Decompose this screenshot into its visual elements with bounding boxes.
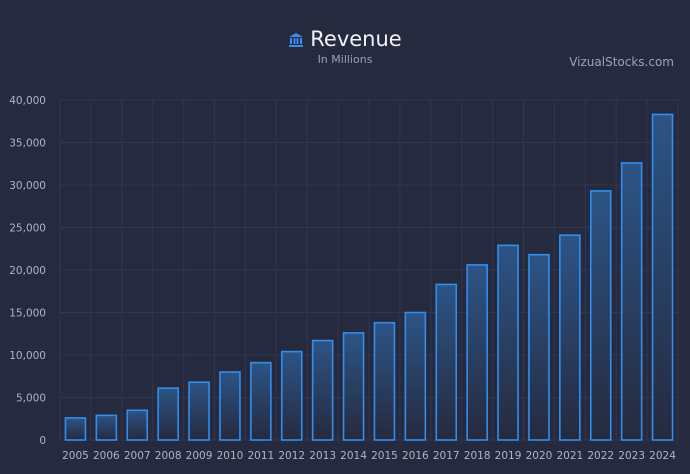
bar-2014 bbox=[342, 332, 365, 441]
bars bbox=[64, 113, 674, 441]
x-tick-label: 2012 bbox=[278, 450, 305, 462]
x-tick-label: 2008 bbox=[155, 450, 182, 462]
watermark: VizualStocks.com bbox=[569, 55, 674, 69]
bar-2012 bbox=[280, 350, 303, 441]
bar-2005 bbox=[64, 417, 87, 441]
bar-2008 bbox=[157, 387, 179, 441]
bar-2013 bbox=[311, 339, 334, 441]
bar-2018 bbox=[466, 264, 488, 441]
x-tick-label: 2021 bbox=[556, 450, 583, 462]
x-tick-label: 2005 bbox=[62, 450, 89, 462]
chart-title-row: Revenue bbox=[0, 26, 690, 54]
x-tick-label: 2014 bbox=[340, 450, 367, 462]
y-tick-label: 20,000 bbox=[9, 265, 46, 277]
x-tick-label: 2009 bbox=[186, 450, 213, 462]
x-tick-label: 2010 bbox=[217, 450, 244, 462]
bar-2016 bbox=[404, 311, 427, 441]
bar-2019 bbox=[497, 244, 519, 441]
bar-2020 bbox=[528, 253, 550, 441]
x-tick-label: 2018 bbox=[464, 450, 491, 462]
y-tick-label: 15,000 bbox=[9, 308, 46, 320]
chart-subtitle: In Millions bbox=[317, 53, 373, 66]
x-tick-label: 2017 bbox=[433, 450, 460, 462]
y-axis: 0 5,000 10,000 15,000 20,000 25,000 30,000 35,0… bbox=[9, 95, 46, 447]
bar-2017 bbox=[435, 283, 458, 441]
x-tick-label: 2011 bbox=[247, 450, 274, 462]
bar-2015 bbox=[373, 321, 396, 441]
x-tick-label: 2024 bbox=[649, 450, 676, 462]
y-tick-label: 0 bbox=[39, 435, 46, 447]
bar-2010 bbox=[219, 371, 241, 441]
bar-2011 bbox=[250, 361, 272, 441]
x-tick-label: 2019 bbox=[495, 450, 522, 462]
bar-2006 bbox=[95, 414, 118, 441]
y-tick-label: 5,000 bbox=[16, 393, 46, 405]
y-tick-label: 10,000 bbox=[9, 350, 46, 362]
bar-2007 bbox=[126, 409, 149, 441]
bar-2024 bbox=[651, 113, 674, 441]
x-axis: 2005 2006 2007 2008 2009 2010 2011 2012 2013 2014… bbox=[62, 450, 676, 462]
x-tick-label: 2022 bbox=[587, 450, 614, 462]
bar-2009 bbox=[188, 381, 210, 441]
x-tick-label: 2016 bbox=[402, 450, 429, 462]
x-tick-label: 2013 bbox=[309, 450, 336, 462]
y-tick-label: 40,000 bbox=[9, 95, 46, 107]
bar-2022 bbox=[589, 190, 612, 441]
bar-2021 bbox=[559, 234, 581, 441]
y-tick-label: 30,000 bbox=[9, 180, 46, 192]
y-tick-label: 35,000 bbox=[9, 138, 46, 150]
grid bbox=[59, 99, 679, 441]
x-tick-label: 2007 bbox=[124, 450, 151, 462]
x-tick-label: 2023 bbox=[618, 450, 645, 462]
bar-2023 bbox=[620, 162, 643, 441]
x-tick-label: 2020 bbox=[526, 450, 553, 462]
bank-icon bbox=[288, 28, 304, 54]
x-tick-label: 2006 bbox=[93, 450, 120, 462]
x-tick-label: 2015 bbox=[371, 450, 398, 462]
y-tick-label: 25,000 bbox=[9, 223, 46, 235]
chart-title: Revenue bbox=[310, 27, 402, 51]
